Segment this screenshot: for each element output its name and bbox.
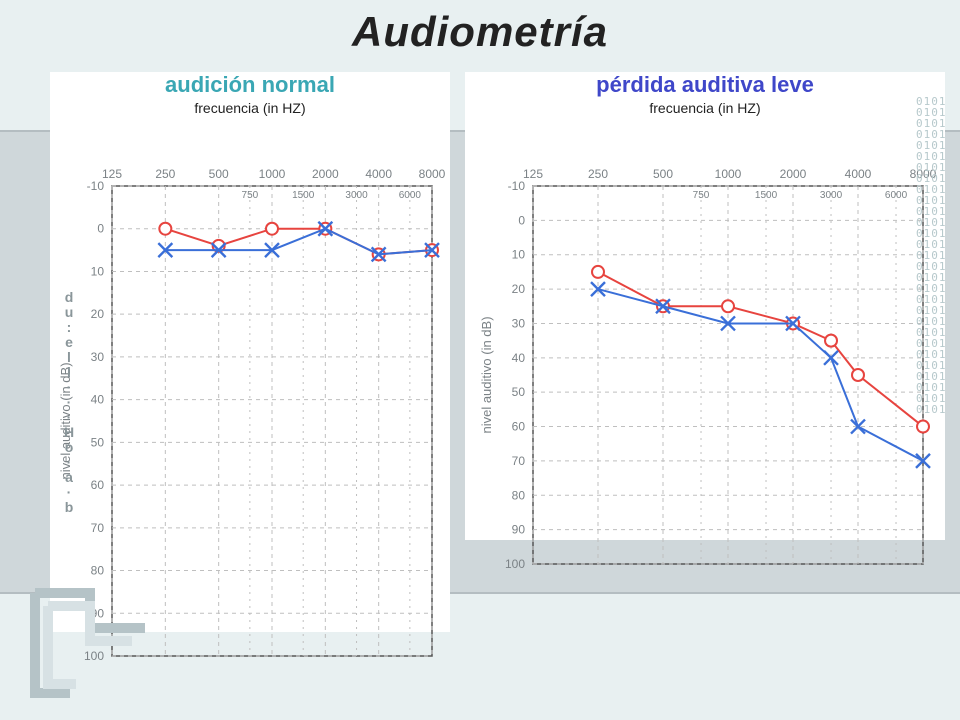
- svg-text:8000: 8000: [419, 167, 446, 181]
- svg-text:1000: 1000: [259, 167, 286, 181]
- chart-mild-loss: pérdida auditiva leve frecuencia (in HZ)…: [465, 72, 945, 540]
- bracket-decoration: [30, 588, 150, 698]
- svg-text:4000: 4000: [365, 167, 392, 181]
- svg-text:100: 100: [505, 557, 525, 571]
- svg-text:60: 60: [91, 478, 105, 492]
- svg-text:0: 0: [518, 213, 525, 227]
- vertical-decoration-text: du:ell ··· Ho·a·b: [58, 290, 80, 590]
- svg-text:6000: 6000: [399, 190, 422, 201]
- svg-text:50: 50: [512, 385, 526, 399]
- chart-canvas: -10 0 10 20 30 40 50 60 70 80 90 100 nivel auditivo …: [465, 116, 945, 584]
- svg-text:250: 250: [588, 167, 608, 181]
- svg-text:125: 125: [102, 167, 122, 181]
- svg-text:nivel auditivo (in dB): nivel auditivo (in dB): [479, 316, 494, 433]
- page-title: Audiometría: [0, 8, 960, 56]
- svg-text:1000: 1000: [715, 167, 742, 181]
- svg-text:30: 30: [512, 316, 526, 330]
- chart-normal-hearing: audición normal frecuencia (in HZ) -10 0 1…: [50, 72, 450, 632]
- svg-text:500: 500: [209, 167, 229, 181]
- svg-text:125: 125: [523, 167, 543, 181]
- chart-title: pérdida auditiva leve: [465, 72, 945, 98]
- svg-text:0: 0: [97, 222, 104, 236]
- svg-text:10: 10: [91, 264, 105, 278]
- svg-text:70: 70: [91, 521, 105, 535]
- chart-subtitle: frecuencia (in HZ): [465, 100, 945, 116]
- svg-text:3000: 3000: [820, 190, 843, 201]
- svg-text:2000: 2000: [312, 167, 339, 181]
- svg-text:10: 10: [512, 248, 526, 262]
- svg-text:6000: 6000: [885, 190, 908, 201]
- svg-text:-10: -10: [508, 179, 526, 193]
- svg-text:-10: -10: [87, 179, 105, 193]
- svg-text:80: 80: [512, 488, 526, 502]
- chart-subtitle: frecuencia (in HZ): [50, 100, 450, 116]
- svg-text:3000: 3000: [345, 190, 368, 201]
- svg-text:250: 250: [155, 167, 175, 181]
- svg-text:500: 500: [653, 167, 673, 181]
- svg-text:20: 20: [91, 307, 105, 321]
- svg-text:30: 30: [91, 350, 105, 364]
- svg-text:750: 750: [242, 190, 259, 201]
- svg-text:40: 40: [91, 393, 105, 407]
- svg-text:2000: 2000: [780, 167, 807, 181]
- chart-title: audición normal: [50, 72, 450, 98]
- svg-text:40: 40: [512, 351, 526, 365]
- binary-decoration: 0101 0101 0101 0101 0101 0101 0101 0101 …: [916, 96, 946, 426]
- svg-text:20: 20: [512, 282, 526, 296]
- svg-text:70: 70: [512, 454, 526, 468]
- svg-text:90: 90: [512, 523, 526, 537]
- svg-text:750: 750: [693, 190, 710, 201]
- svg-text:1500: 1500: [292, 190, 315, 201]
- svg-text:80: 80: [91, 564, 105, 578]
- svg-text:4000: 4000: [845, 167, 872, 181]
- svg-text:60: 60: [512, 420, 526, 434]
- svg-text:1500: 1500: [755, 190, 778, 201]
- page: Audiometría audición normal frecuencia (…: [0, 0, 960, 720]
- svg-text:50: 50: [91, 435, 105, 449]
